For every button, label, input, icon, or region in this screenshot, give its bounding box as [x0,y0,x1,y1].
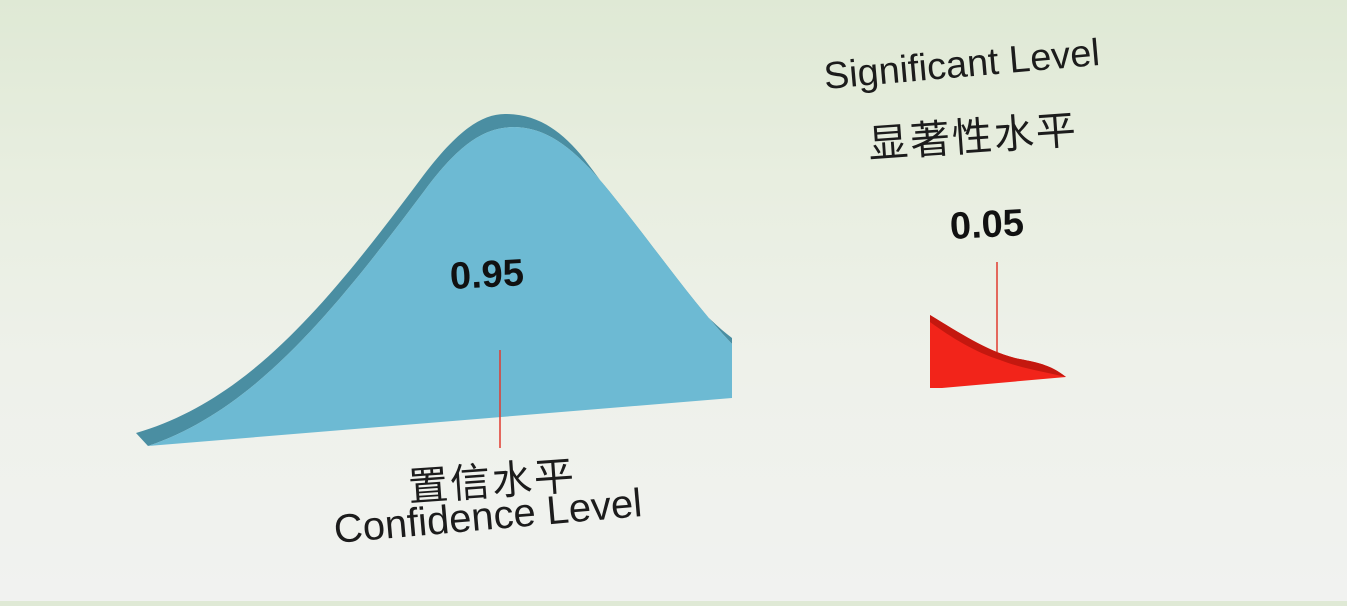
confidence-value: 0.95 [448,252,525,298]
significance-value: 0.05 [948,202,1025,248]
significance-region-top [930,315,1066,377]
confidence-region [136,114,732,446]
confidence-region-face [148,127,732,446]
significance-region [930,315,1066,388]
confidence-region-side [136,114,732,446]
significance-region-face [930,315,1066,388]
